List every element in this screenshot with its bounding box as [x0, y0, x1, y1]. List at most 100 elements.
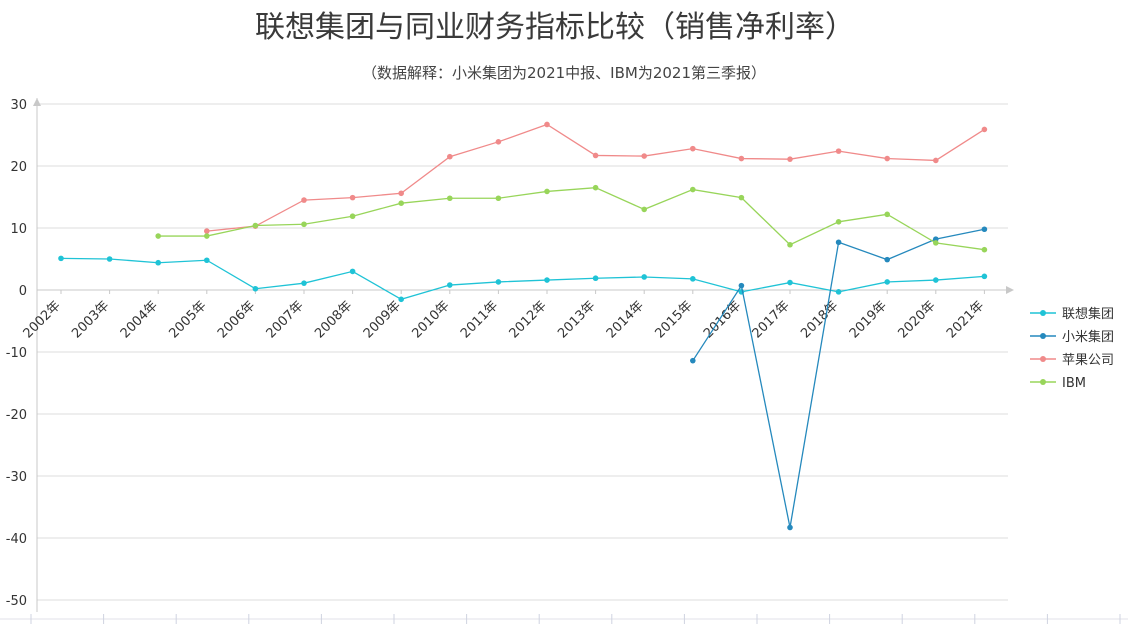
- x-tick-label: 2019年: [847, 298, 890, 341]
- legend-item[interactable]: 联想集团: [1030, 306, 1114, 322]
- data-point: [592, 184, 599, 191]
- data-point: [981, 273, 988, 280]
- data-point: [738, 155, 745, 162]
- x-tick-label: 2018年: [798, 298, 841, 341]
- data-point: [58, 255, 64, 262]
- data-point: [544, 277, 550, 283]
- data-point: [641, 274, 647, 280]
- x-tick-label: 2008年: [312, 298, 355, 341]
- legend-item[interactable]: 小米集团: [1030, 329, 1114, 345]
- data-point: [690, 186, 696, 193]
- data-point: [349, 213, 356, 220]
- x-tick-label: 2011年: [458, 298, 501, 341]
- legend-marker: [1040, 356, 1046, 362]
- data-point: [204, 233, 210, 239]
- legend-marker: [1040, 310, 1046, 316]
- x-tick-label: 2007年: [264, 298, 307, 341]
- series-line: [158, 187, 985, 251]
- data-point: [447, 153, 453, 160]
- data-point: [933, 157, 939, 164]
- data-point: [398, 190, 405, 197]
- legend-item[interactable]: 苹果公司: [1030, 353, 1114, 368]
- data-point: [349, 268, 356, 275]
- data-point: [884, 256, 890, 263]
- grid-lines: [37, 103, 1008, 601]
- data-point: [106, 256, 113, 262]
- data-point: [933, 240, 939, 246]
- x-tick-label: 2015年: [652, 298, 695, 341]
- y-tick-label: 20: [10, 160, 27, 175]
- y-tick-label: -10: [6, 346, 27, 361]
- data-point: [787, 279, 793, 286]
- series-0: [58, 255, 988, 303]
- chart-title: 联想集团与同业财务指标比较（销售净利率）: [255, 10, 855, 45]
- x-tick-label: 2020年: [895, 298, 938, 341]
- data-point: [787, 524, 793, 531]
- data-point: [495, 279, 502, 285]
- data-point: [252, 222, 259, 229]
- data-point: [787, 156, 793, 162]
- data-point: [884, 155, 890, 162]
- data-point: [398, 296, 405, 303]
- series-1: [690, 226, 988, 531]
- x-tick-label: 2021年: [944, 298, 987, 341]
- x-tick-labels: 2002年 2003年 2004年 2005年 2006年 2007年 2008年 2009年…: [21, 298, 988, 341]
- series-3: [155, 184, 988, 253]
- data-point: [495, 195, 502, 202]
- x-tick-label: 2003年: [69, 298, 112, 341]
- data-point: [690, 357, 696, 364]
- data-point: [204, 228, 210, 234]
- series-line: [692, 228, 985, 528]
- data-point: [690, 276, 696, 282]
- data-point: [544, 188, 550, 195]
- y-tick-label: 10: [10, 222, 27, 237]
- y-tick-label: -30: [6, 470, 27, 485]
- data-point: [884, 279, 890, 285]
- x-tick-label: 2017年: [750, 298, 793, 341]
- x-tick-label: 2004年: [118, 298, 161, 341]
- x-tick-label: 2014年: [604, 298, 647, 341]
- y-tick-label: -50: [6, 594, 27, 609]
- data-point: [301, 221, 307, 228]
- x-tick-label: 2005年: [166, 298, 209, 341]
- series-line: [60, 257, 985, 301]
- chart-subtitle: （数据解释：小米集团为2021中报、IBM为2021第三季报）: [361, 64, 766, 82]
- legend-label: 小米集团: [1062, 329, 1114, 345]
- legend-item[interactable]: IBM: [1030, 376, 1086, 391]
- data-point: [738, 194, 745, 201]
- data-point: [349, 194, 356, 201]
- legend-label: 苹果公司: [1062, 353, 1114, 368]
- y-tick-label: 0: [19, 284, 27, 299]
- x-tick-label: 2002年: [21, 298, 64, 341]
- y-tick-label: -20: [6, 408, 27, 423]
- series-lines: [58, 121, 988, 531]
- y-tick-label: -40: [6, 532, 27, 547]
- data-point: [641, 206, 647, 213]
- data-point: [204, 257, 210, 264]
- data-point: [835, 239, 842, 246]
- data-point: [981, 246, 988, 253]
- data-point: [592, 152, 599, 159]
- data-point: [447, 282, 453, 288]
- data-point: [398, 200, 405, 206]
- x-tick-label: 2006年: [215, 298, 258, 341]
- data-point: [884, 211, 890, 218]
- data-point: [738, 282, 745, 289]
- data-point: [641, 153, 647, 159]
- data-point: [155, 233, 161, 239]
- legend-label: IBM: [1062, 376, 1086, 391]
- data-point: [301, 197, 307, 203]
- series-line: [206, 123, 985, 232]
- data-point: [690, 145, 696, 152]
- data-point: [835, 148, 842, 154]
- legend-label: 联想集团: [1062, 306, 1114, 322]
- x-tick-label: 2009年: [361, 298, 404, 341]
- data-point: [592, 275, 599, 282]
- data-point: [981, 226, 988, 233]
- data-point: [981, 126, 988, 133]
- data-point: [544, 121, 550, 128]
- legend-marker: [1040, 333, 1046, 339]
- x-tick-label: 2013年: [555, 298, 598, 341]
